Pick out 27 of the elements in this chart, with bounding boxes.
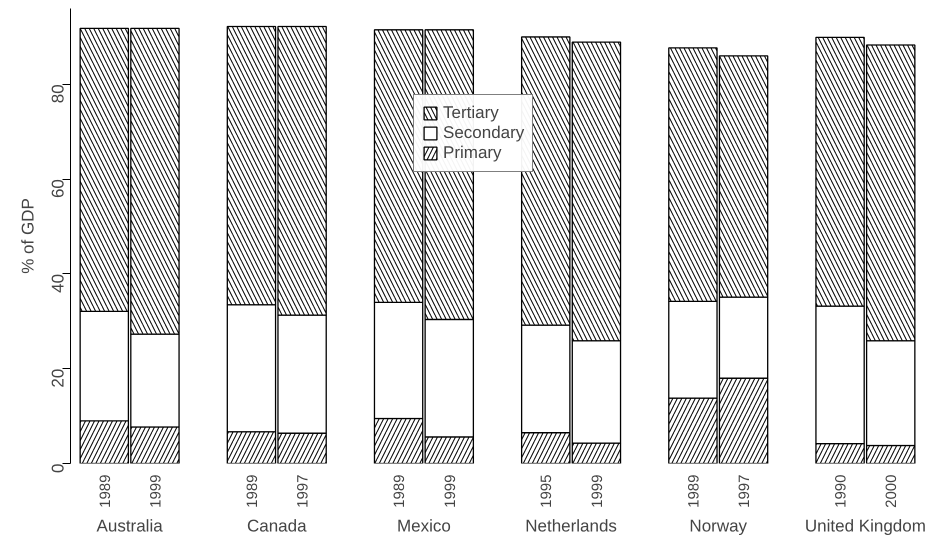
- y-axis-title: % of GDP: [18, 198, 38, 274]
- text: United Kingdom: [804, 516, 926, 536]
- x-tick-label: 1989: [685, 474, 702, 508]
- x-tick-label: 1995: [538, 474, 556, 508]
- legend-label: Tertiary: [443, 103, 499, 123]
- text: Netherlands: [525, 516, 617, 536]
- x-tick-label: 1997: [294, 474, 312, 508]
- x-tick-label: 1999: [147, 474, 164, 508]
- x-tick-label: 1999: [442, 474, 459, 508]
- text: Mexico: [396, 516, 451, 536]
- y-tick-label: 0: [48, 463, 68, 473]
- x-tick-label: 1989: [96, 474, 114, 508]
- y-tick-label: 20: [48, 368, 68, 388]
- y-tick-label: 40: [48, 274, 68, 293]
- y-tick-label: 80: [48, 84, 68, 104]
- x-tick-label: 2000: [883, 474, 900, 508]
- x-tick-label: 1997: [736, 474, 754, 508]
- x-tick-label: 1989: [244, 474, 261, 508]
- x-tick-label: 1999: [588, 474, 606, 508]
- legend-label: Secondary: [443, 123, 524, 143]
- text: Canada: [246, 516, 308, 536]
- legend-label: Primary: [443, 143, 502, 163]
- y-tick-label: 60: [48, 179, 68, 198]
- x-tick-label: 1989: [391, 474, 408, 508]
- text: Australia: [96, 516, 164, 536]
- x-tick-label: 1990: [832, 474, 850, 508]
- text: Norway: [689, 516, 748, 536]
